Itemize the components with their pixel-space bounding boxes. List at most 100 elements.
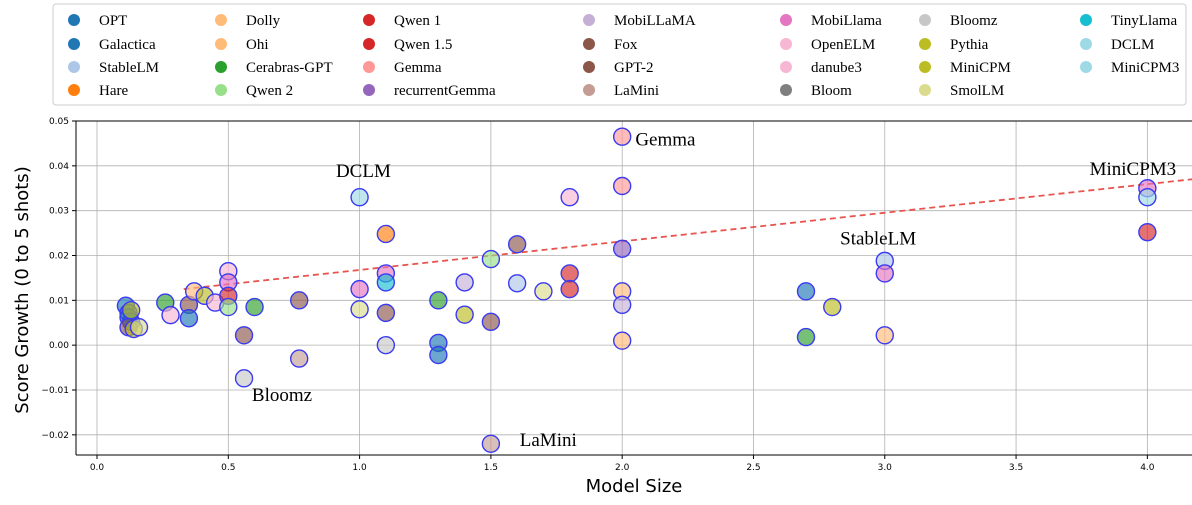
data-point [234,326,254,345]
legend-label: MiniCPM [950,60,1011,76]
x-tick-label: 0.5 [221,463,235,473]
legend-label: OPT [99,13,127,29]
point-annotation: MiniCPM3 [1090,159,1177,180]
y-tick-label: 0.01 [49,296,69,306]
trend-line [183,178,1192,291]
legend-frame [52,3,1187,106]
data-point [560,188,579,207]
point-annotation: Gemma [635,130,696,151]
point-annotation: Bloomz [252,385,312,406]
legend-marker [68,61,80,73]
data-point [1138,188,1157,207]
data-point [560,264,579,283]
data-point [612,127,632,146]
data-point [612,239,632,258]
legend-label: danube3 [811,60,862,76]
legend-marker [68,14,80,26]
x-tick-label: 2.0 [615,463,630,473]
legend-marker [780,61,792,73]
data-point [481,434,501,453]
legend-label: GPT-2 [614,60,653,76]
legend-marker [780,38,792,50]
data-point [376,303,396,323]
y-tick-label: −0.02 [41,431,69,441]
legend-marker [583,84,595,96]
legend-marker [919,61,931,73]
legend-marker [363,61,375,73]
x-axis-label: Model Size [586,476,683,497]
data-point [612,176,632,196]
point-annotation: LaMini [520,430,577,451]
legend-label: OpenELM [811,37,875,53]
data-point [161,305,180,325]
legend-marker [583,38,595,50]
legend-marker [919,14,931,26]
y-tick-label: 0.04 [49,162,69,172]
data-point [234,369,254,388]
data-point [823,297,842,317]
x-tick-label: 3.5 [1009,463,1023,473]
legend-label: MiniCPM3 [1111,60,1179,76]
data-point [245,297,264,317]
legend-marker [363,38,375,50]
legend-label: Qwen 1.5 [394,37,452,53]
legend-label: MobiLlama [811,13,882,29]
legend-marker [919,84,931,96]
legend-label: Qwen 2 [246,83,293,99]
y-tick-label: 0.02 [49,251,69,261]
data-point [796,327,816,347]
x-tick-label: 3.0 [878,463,893,473]
data-point [481,249,501,269]
y-tick-label: 0.00 [49,341,69,351]
legend-label: recurrentGemma [394,83,496,99]
legend-marker [1080,61,1092,73]
x-tick-label: 2.5 [746,463,760,473]
data-point [481,312,501,332]
data-point [1138,222,1157,242]
legend-marker [215,61,227,73]
legend-marker [919,38,931,50]
data-point [376,273,396,292]
legend: OPT Galactica StableLM Hare Dolly Ohi Cerabras… [52,3,1187,106]
legend-label: TinyLlama [1111,13,1177,29]
data-point [455,273,474,292]
legend-marker [363,84,375,96]
data-point [376,224,396,244]
data-point [350,300,369,319]
legend-label: Fox [614,37,638,53]
data-point [429,291,448,310]
data-point [350,279,369,299]
legend-marker [215,84,227,96]
legend-marker [363,14,375,26]
legend-marker [68,38,80,50]
data-point [612,331,632,350]
legend-label: Pythia [950,37,989,53]
data-point [507,235,527,254]
data-point [376,335,396,355]
legend-marker [583,14,595,26]
legend-marker [583,61,595,73]
legend-label: Galactica [99,37,156,53]
x-tick-label: 1.0 [352,463,367,473]
legend-marker [68,84,80,96]
plot-area: 0.0 0.5 1.0 1.5 2.0 2.5 3.0 3.5 4.0 −0.02 −0.01 0.0… [41,117,1192,473]
data-point [290,349,309,368]
legend-marker [1080,38,1092,50]
y-tick-label: −0.01 [41,386,69,396]
point-annotation: DCLM [336,161,391,182]
point-annotation: StableLM [840,228,916,249]
legend-label: Cerabras-GPT [246,60,333,76]
x-tick-label: 4.0 [1140,463,1155,473]
legend-marker [1080,14,1092,26]
data-point [179,309,199,328]
legend-marker [780,14,792,26]
data-point [875,264,894,283]
legend-marker [780,84,792,96]
y-axis-label: Score Growth (0 to 5 shots) [12,166,33,413]
data-point [429,345,448,365]
legend-label: Ohi [246,37,269,53]
data-point [612,295,632,315]
legend-label: MobiLLaMA [614,13,696,29]
